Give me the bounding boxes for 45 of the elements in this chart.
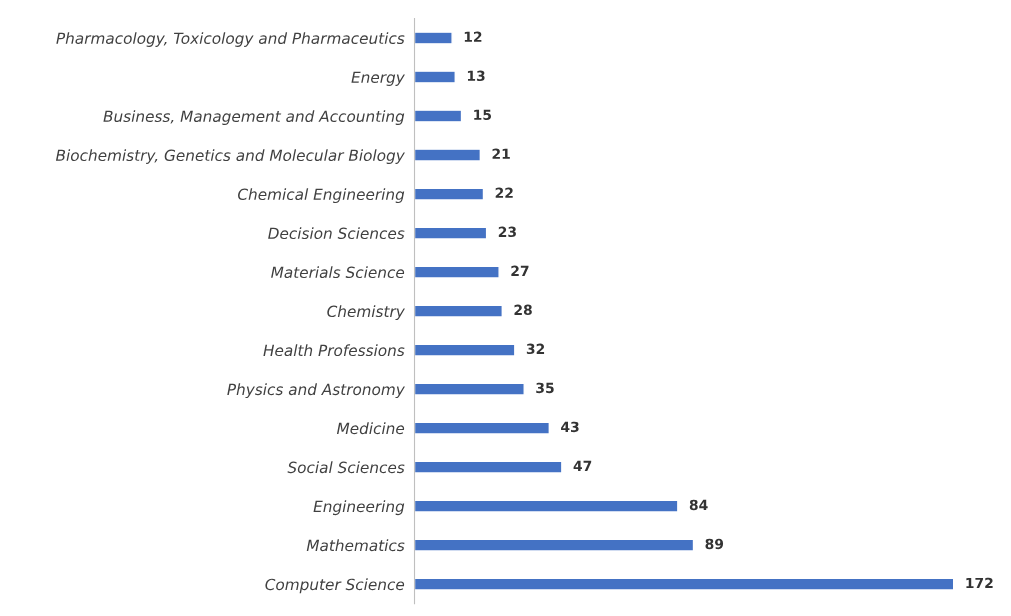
data-label: 27 [511, 265, 529, 276]
bar [414, 304, 503, 318]
data-label: 23 [498, 226, 516, 238]
y-tick-label: Materials Science [271, 266, 405, 279]
bar [414, 31, 453, 45]
y-tick-label: Chemical Engineering [238, 188, 405, 204]
data-label: 89 [705, 538, 724, 550]
data-label: 22 [495, 187, 513, 198]
y-tick-label: Decision Sciences [268, 227, 405, 240]
y-tick-label: Pharmacology, Toxicology and Pharmaceutics [56, 32, 405, 47]
bar [414, 265, 500, 279]
data-label: 13 [467, 70, 485, 82]
bar [414, 226, 488, 240]
data-label: 32 [526, 343, 545, 355]
bar [414, 421, 551, 435]
bar [414, 382, 525, 396]
y-tick-label: Energy [351, 71, 405, 86]
y-tick-label: Biochemistry, Genetics and Molecular Biology [55, 149, 405, 165]
data-label: 47 [573, 460, 592, 471]
y-tick-label: Mathematics [306, 539, 405, 552]
bar [414, 70, 456, 84]
bar [414, 499, 679, 513]
bar [414, 577, 955, 591]
data-label: 15 [474, 109, 491, 121]
y-tick-label: Physics and Astronomy [227, 383, 405, 399]
bar [414, 187, 485, 201]
data-label: 43 [561, 421, 579, 433]
y-tick-label: Social Sciences [287, 461, 405, 474]
data-label: 12 [464, 31, 482, 42]
y-tick-label: Medicine [336, 422, 405, 435]
data-label: 21 [492, 148, 510, 159]
data-label: 84 [689, 499, 708, 511]
data-label: 172 [966, 577, 993, 589]
bar [414, 343, 516, 357]
bar [414, 148, 482, 162]
y-tick-label: Chemistry [327, 305, 405, 321]
y-tick-label: Engineering [313, 500, 405, 516]
y-tick-label: Computer Science [265, 578, 405, 594]
bar [414, 109, 463, 123]
data-label: 28 [514, 304, 532, 316]
data-label: 35 [536, 382, 554, 394]
bar [414, 538, 695, 552]
y-tick-label: Health Professions [263, 344, 405, 357]
bar [414, 460, 563, 474]
y-tick-label: Business, Management and Accounting [103, 110, 405, 125]
